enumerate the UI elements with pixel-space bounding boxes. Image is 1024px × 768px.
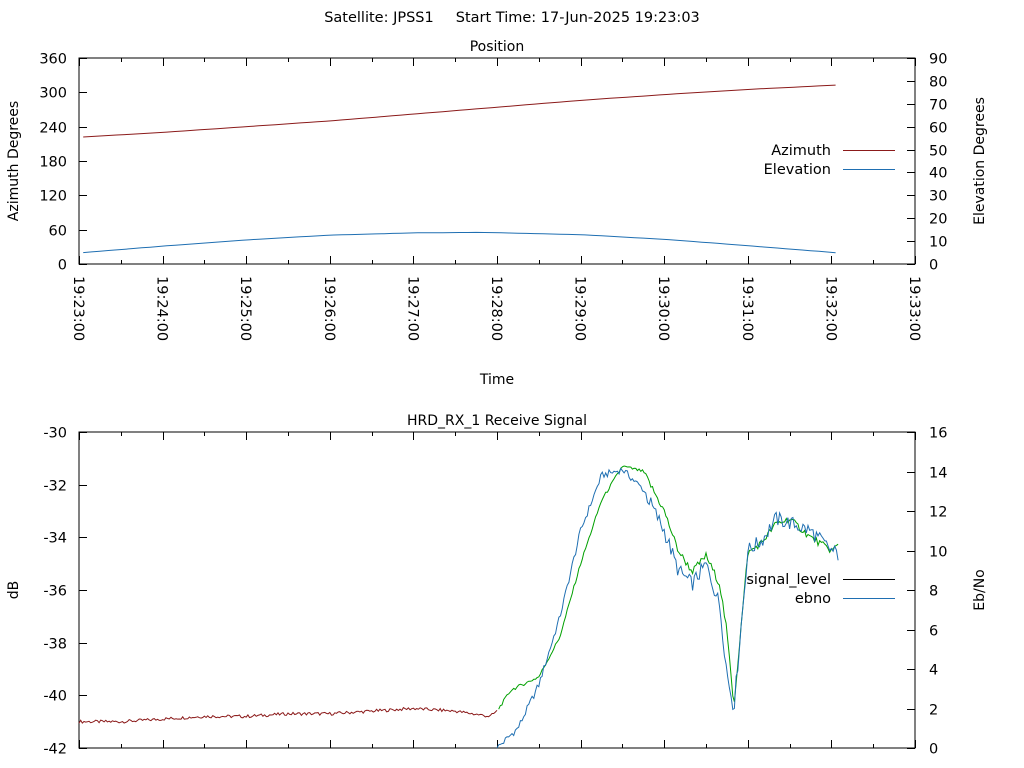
pos-y2tick-label: 60 [929,121,947,137]
time-tick-label: 19:23:00 [70,276,86,341]
legend-label-ebno: ebno [795,591,831,607]
sig-ytick-label: -38 [43,637,67,653]
pos-ytick-label: 240 [39,121,67,137]
time-tick-label: 19:25:00 [237,276,253,341]
sig-y2tick-label: 12 [929,505,947,521]
time-tick-label: 19:28:00 [488,276,504,341]
sig-ytick-label: -34 [43,531,67,547]
header-title: Satellite: JPSS1 Start Time: 17-Jun-2025 … [324,10,700,26]
sig-y2tick-label: 4 [929,663,938,679]
pos-y2tick-label: 20 [929,212,947,228]
time-tick-label: 19:24:00 [154,276,170,341]
signal-chart-y2label: Eb/No [972,569,988,611]
position-chart-y2label: Elevation Degrees [972,97,988,225]
azimuth-line [83,84,836,138]
sig-ytick-label: -30 [43,426,67,442]
sig-y2tick-label: 8 [929,584,938,600]
pos-y2tick-label: 80 [929,75,947,91]
satellite-label: Satellite: JPSS1 [324,10,434,26]
pos-y2tick-label: 30 [929,189,947,205]
start-time-label: Start Time: 17-Jun-2025 19:23:03 [456,10,700,26]
sig-ytick-label: -42 [43,742,67,758]
pos-y2tick-label: 90 [929,52,947,68]
time-tick-label: 19:32:00 [822,276,838,341]
sig-ytick-label: -36 [43,584,67,600]
signal-chart-title: HRD_RX_1 Receive Signal [407,413,587,429]
time-tick-label: 19:33:00 [906,276,922,341]
pos-ytick-label: 360 [39,52,67,68]
sig-ytick-label: -32 [43,479,67,495]
pos-y2tick-label: 40 [929,166,947,182]
pos-ytick-label: 60 [49,224,67,240]
time-tick-label: 19:29:00 [572,276,588,341]
legend-label-elevation: Elevation [764,162,831,178]
pos-ytick-label: 180 [39,155,67,171]
pos-y2tick-label: 0 [929,258,938,274]
signal-chart-ylabel: dB [6,581,22,600]
pos-ytick-label: 0 [58,258,67,274]
time-tick-label: 19:31:00 [739,276,755,341]
pos-y2tick-label: 70 [929,98,947,114]
signal-level-line-locked [498,465,839,710]
pos-ytick-label: 120 [39,189,67,205]
sig-y2tick-label: 0 [929,742,938,758]
sig-plot-frame [78,431,916,749]
position-chart-ylabel: Azimuth Degrees [6,101,22,221]
sig-ytick-label: -40 [43,689,67,705]
pos-ytick-label: 300 [39,86,67,102]
time-tick-label: 19:30:00 [655,276,671,341]
sig-y2tick-label: 10 [929,545,947,561]
sig-y2tick-label: 14 [929,466,947,482]
legend-label-azimuth: Azimuth [771,143,831,159]
legend-label-signal_level: signal_level [746,572,831,588]
time-tick-label: 19:27:00 [404,276,420,341]
pos-y2tick-label: 10 [929,235,947,251]
time-tick-label: 19:26:00 [321,276,337,341]
position-chart: Position Time Azimuth Degrees Elevation … [6,39,988,388]
position-chart-title: Position [470,39,525,55]
pos-y2tick-label: 50 [929,144,947,160]
receive-signal-chart: HRD_RX_1 Receive Signal dB Eb/No -42 -40 -… [6,413,988,758]
signal-level-line-unlocked [78,706,498,724]
position-chart-xlabel: Time [479,372,514,388]
ebno-line [496,467,839,749]
sig-y2tick-label: 6 [929,624,938,640]
elevation-line [83,231,836,254]
sig-y2tick-label: 2 [929,703,938,719]
sig-y2tick-label: 16 [929,426,947,442]
